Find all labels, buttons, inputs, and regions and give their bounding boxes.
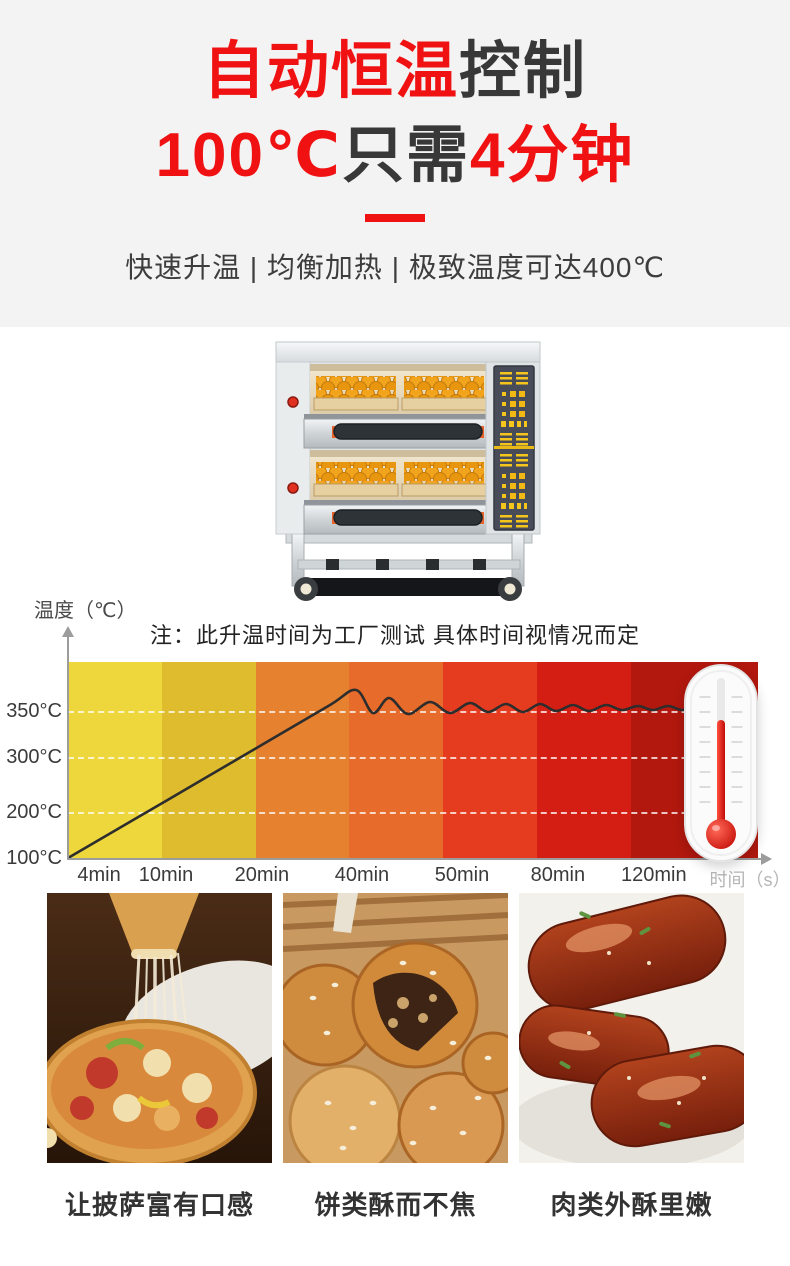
x-tick-label: 10min <box>138 864 194 886</box>
x-tick-label: 80min <box>530 864 586 886</box>
gradient-band-3 <box>255 662 350 858</box>
oven-illustration <box>275 341 541 601</box>
x-tick-label: 20min <box>234 864 290 886</box>
x-tick-label: 50min <box>434 864 490 886</box>
header-section: 自动恒温控制 100℃只需4分钟 快速升温 | 均衡加热 | 极致温度可达400… <box>0 0 790 327</box>
food-card-pastry: 饼类酥而不焦 <box>283 893 508 1222</box>
headline-red-text: 自动恒温 <box>202 37 459 106</box>
gradient-band-2 <box>161 662 256 858</box>
food-card-meat: 肉类外酥里嫩 <box>519 893 744 1222</box>
x-tick-label: 40min <box>334 864 390 886</box>
y-axis-arrow-icon <box>62 626 74 637</box>
y-tick-label: 300°C <box>6 746 62 769</box>
headline-line2: 100℃只需4分钟 <box>0 114 790 198</box>
curve-layer <box>68 688 758 858</box>
subtitle: 快速升温 | 均衡加热 | 极致温度可达400℃ <box>125 252 665 283</box>
heating-chart: 温度（℃） 注：此升温时间为工厂测试 具体时间视情况而定 350°C 300°C 2… <box>0 586 790 890</box>
x-axis-arrow-icon <box>761 853 772 865</box>
headline2-dark-text: 只需 <box>342 121 471 190</box>
gridline <box>68 811 758 814</box>
y-axis-title: 温度（℃） <box>34 600 137 622</box>
y-tick-label: 350°C <box>6 700 62 722</box>
red-divider <box>365 214 425 222</box>
meat-photo <box>519 893 744 1163</box>
gradient-band-5 <box>443 662 538 858</box>
headline-line1: 自动恒温控制 <box>0 30 790 114</box>
oven-product-photo <box>248 338 570 606</box>
y-tick-label: 200°C <box>6 800 62 823</box>
gridline <box>68 757 758 760</box>
food-caption-pizza: 让披萨富有口感 <box>64 1190 254 1220</box>
food-card-pizza: 让披萨富有口感 <box>47 893 272 1222</box>
headline2-red-text2: 4分钟 <box>470 121 635 190</box>
food-caption-pastry: 饼类酥而不焦 <box>314 1190 477 1220</box>
gradient-band-4 <box>349 662 444 858</box>
y-tick-label: 100°C <box>6 847 62 869</box>
chart-note: 注：此升温时间为工厂测试 具体时间视情况而定 <box>149 623 641 648</box>
x-axis-title: 时间（s） <box>709 870 790 890</box>
gradient-band-6 <box>537 662 631 858</box>
y-axis-line <box>67 636 69 858</box>
headline2-red-text: 100℃ <box>155 121 343 190</box>
x-tick-label: 4min <box>77 864 121 886</box>
pastry-photo <box>283 893 508 1163</box>
pizza-photo <box>47 893 272 1163</box>
food-gallery: 让披萨富有口感 <box>47 893 744 1222</box>
heat-curve <box>68 688 758 858</box>
thermometer-icon <box>684 664 758 862</box>
x-tick-label: 120min <box>620 864 687 886</box>
x-axis-line <box>67 858 763 860</box>
headline-dark-text: 控制 <box>459 37 588 106</box>
food-caption-meat: 肉类外酥里嫩 <box>550 1190 713 1220</box>
plot-area <box>68 662 758 858</box>
gradient-band-1 <box>68 662 162 858</box>
